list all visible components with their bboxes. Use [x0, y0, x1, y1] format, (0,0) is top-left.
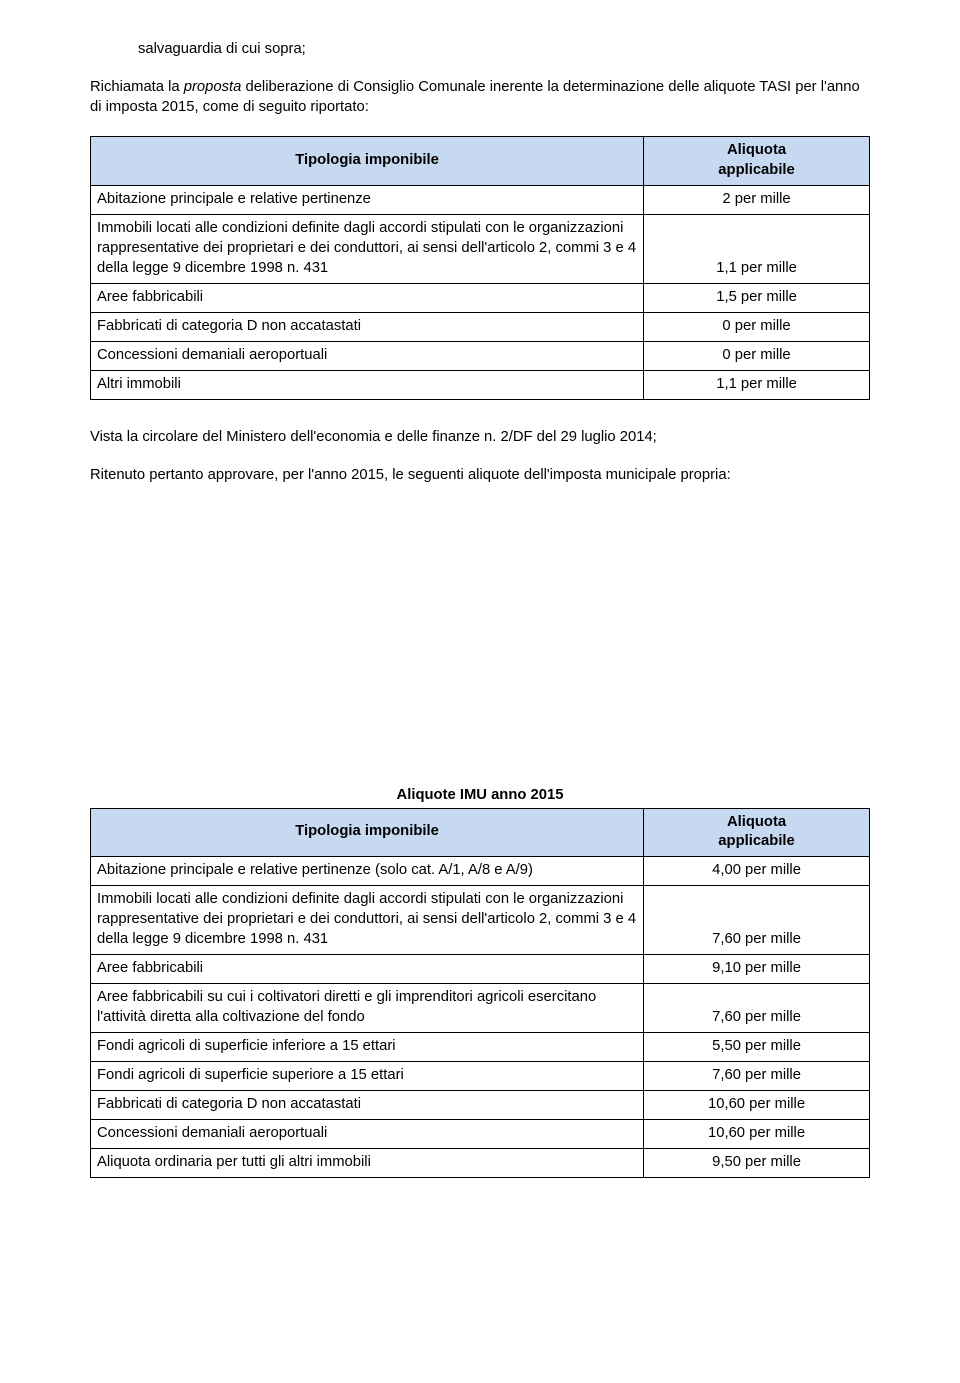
row-desc: Immobili locati alle condizioni definite… — [91, 886, 644, 955]
tasi-rates-table: Tipologia imponibile Aliquota applicabil… — [90, 136, 870, 400]
row-val: 9,10 per mille — [644, 955, 870, 984]
row-val: 10,60 per mille — [644, 1091, 870, 1120]
table-header-row: Tipologia imponibile Aliquota applicabil… — [91, 808, 870, 857]
header-aliquota-line2: applicabile — [718, 162, 794, 178]
header-aliquota-line2: applicabile — [718, 833, 794, 849]
row-desc: Aree fabbricabili — [91, 283, 644, 312]
row-desc: Abitazione principale e relative pertine… — [91, 857, 644, 886]
row-desc: Fondi agricoli di superficie superiore a… — [91, 1062, 644, 1091]
table-header-aliquota: Aliquota applicabile — [644, 136, 870, 185]
table-header-row: Tipologia imponibile Aliquota applicabil… — [91, 136, 870, 185]
richiamata-italic: proposta — [184, 79, 242, 95]
table-header-aliquota: Aliquota applicabile — [644, 808, 870, 857]
imu-rates-table: Tipologia imponibile Aliquota applicabil… — [90, 808, 870, 1179]
table-row: Concessioni demaniali aeroportuali 0 per… — [91, 341, 870, 370]
row-val: 10,60 per mille — [644, 1120, 870, 1149]
row-val: 1,1 per mille — [644, 370, 870, 399]
document-page: salvaguardia di cui sopra; Richiamata la… — [0, 0, 960, 1383]
table-header-tipologia: Tipologia imponibile — [91, 136, 644, 185]
header-aliquota-line1: Aliquota — [727, 814, 786, 830]
row-val: 0 per mille — [644, 341, 870, 370]
row-desc: Fabbricati di categoria D non accatastat… — [91, 312, 644, 341]
row-val: 1,5 per mille — [644, 283, 870, 312]
table-row: Abitazione principale e relative pertine… — [91, 857, 870, 886]
table-row: Fabbricati di categoria D non accatastat… — [91, 312, 870, 341]
paragraph-vista: Vista la circolare del Ministero dell'ec… — [90, 428, 870, 448]
row-desc: Altri immobili — [91, 370, 644, 399]
imu-title-wrap: Aliquote IMU anno 2015 — [90, 786, 870, 806]
richiamata-prefix: Richiamata la — [90, 79, 184, 95]
table-row: Aliquota ordinaria per tutti gli altri i… — [91, 1149, 870, 1178]
row-val: 9,50 per mille — [644, 1149, 870, 1178]
row-desc: Concessioni demaniali aeroportuali — [91, 1120, 644, 1149]
table-row: Concessioni demaniali aeroportuali 10,60… — [91, 1120, 870, 1149]
paragraph-salvaguardia: salvaguardia di cui sopra; — [138, 40, 870, 60]
row-desc: Concessioni demaniali aeroportuali — [91, 341, 644, 370]
table-row: Aree fabbricabili 9,10 per mille — [91, 955, 870, 984]
row-val: 4,00 per mille — [644, 857, 870, 886]
row-desc: Abitazione principale e relative pertine… — [91, 185, 644, 214]
table-row: Altri immobili 1,1 per mille — [91, 370, 870, 399]
row-desc: Fondi agricoli di superficie inferiore a… — [91, 1033, 644, 1062]
table-row: Aree fabbricabili su cui i coltivatori d… — [91, 984, 870, 1033]
row-val: 2 per mille — [644, 185, 870, 214]
row-desc: Aliquota ordinaria per tutti gli altri i… — [91, 1149, 644, 1178]
table-row: Aree fabbricabili 1,5 per mille — [91, 283, 870, 312]
row-val: 0 per mille — [644, 312, 870, 341]
row-desc: Fabbricati di categoria D non accatastat… — [91, 1091, 644, 1120]
row-desc: Aree fabbricabili — [91, 955, 644, 984]
table-row: Immobili locati alle condizioni definite… — [91, 886, 870, 955]
table-header-tipologia: Tipologia imponibile — [91, 808, 644, 857]
row-val: 7,60 per mille — [644, 886, 870, 955]
row-desc: Aree fabbricabili su cui i coltivatori d… — [91, 984, 644, 1033]
row-val: 7,60 per mille — [644, 984, 870, 1033]
header-aliquota-line1: Aliquota — [727, 142, 786, 158]
table-row: Fondi agricoli di superficie superiore a… — [91, 1062, 870, 1091]
table-row: Fabbricati di categoria D non accatastat… — [91, 1091, 870, 1120]
table-row: Fondi agricoli di superficie inferiore a… — [91, 1033, 870, 1062]
paragraph-ritenuto: Ritenuto pertanto approvare, per l'anno … — [90, 466, 870, 486]
row-desc: Immobili locati alle condizioni definite… — [91, 214, 644, 283]
table-row: Immobili locati alle condizioni definite… — [91, 214, 870, 283]
imu-section-title: Aliquote IMU anno 2015 — [90, 786, 870, 806]
table-row: Abitazione principale e relative pertine… — [91, 185, 870, 214]
row-val: 5,50 per mille — [644, 1033, 870, 1062]
paragraph-richiamata: Richiamata la proposta deliberazione di … — [90, 78, 870, 118]
row-val: 7,60 per mille — [644, 1062, 870, 1091]
row-val: 1,1 per mille — [644, 214, 870, 283]
